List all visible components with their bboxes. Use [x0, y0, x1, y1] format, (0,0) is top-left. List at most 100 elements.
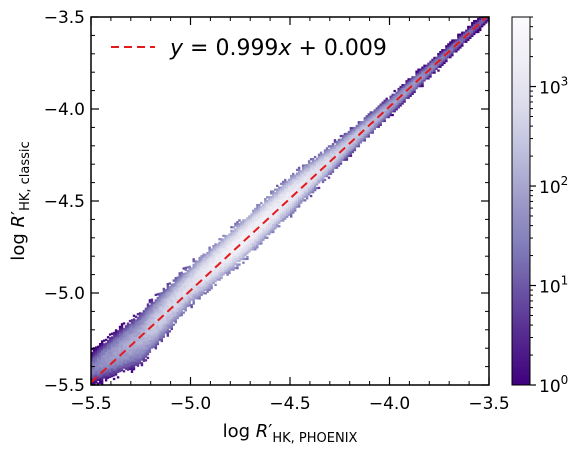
- density-cell: [96, 382, 100, 385]
- density-cell: [278, 219, 281, 222]
- density-cell: [375, 125, 378, 128]
- density-cell: [264, 223, 267, 227]
- density-cell: [409, 94, 412, 97]
- density-cell: [108, 375, 112, 379]
- density-cell: [465, 38, 468, 41]
- density-cell: [260, 231, 263, 234]
- density-cell: [417, 75, 420, 79]
- density-cell: [317, 155, 321, 158]
- density-cell: [198, 288, 201, 291]
- density-cell: [319, 157, 323, 160]
- density-cell: [124, 352, 128, 356]
- density-cell: [435, 58, 438, 61]
- density-cell: [234, 257, 237, 260]
- density-cell: [399, 100, 402, 103]
- density-cell: [240, 234, 243, 237]
- density-cell: [244, 248, 247, 251]
- density-cell: [479, 25, 482, 28]
- density-cell: [148, 350, 152, 353]
- density-cell: [256, 226, 259, 229]
- density-cell: [415, 85, 418, 88]
- density-cell: [244, 246, 247, 250]
- density-cell: [112, 357, 116, 360]
- density-cell: [335, 142, 339, 145]
- density-cell: [409, 92, 412, 96]
- density-cell: [311, 191, 315, 194]
- density-cell: [112, 333, 116, 336]
- density-cell: [168, 330, 171, 333]
- density-cell: [228, 268, 231, 271]
- density-cell: [236, 255, 239, 259]
- density-cell: [136, 364, 140, 367]
- density-cell: [319, 160, 323, 164]
- density-cell: [152, 331, 156, 334]
- density-cell: [236, 250, 239, 253]
- density-cell: [120, 350, 124, 353]
- density-cell: [333, 166, 337, 170]
- density-cell: [118, 369, 122, 373]
- density-cell: [248, 224, 251, 227]
- density-cell: [264, 229, 267, 232]
- density-cell: [230, 229, 233, 233]
- density-cell: [184, 305, 187, 308]
- density-cell: [96, 360, 100, 363]
- density-cell: [427, 77, 430, 80]
- density-cell: [168, 317, 171, 320]
- density-cell: [445, 47, 448, 50]
- density-cell: [262, 203, 265, 206]
- density-cell: [347, 132, 351, 135]
- density-cell: [248, 215, 251, 218]
- density-cell: [134, 324, 138, 328]
- density-cell: [142, 311, 146, 315]
- density-cell: [295, 177, 299, 181]
- density-cell: [349, 128, 353, 132]
- density-cell: [457, 44, 460, 47]
- density-cell: [124, 330, 128, 333]
- density-cell: [443, 52, 446, 55]
- density-cell: [106, 343, 110, 346]
- density-cell: [146, 314, 150, 317]
- density-cell: [357, 130, 361, 133]
- density-cell: [437, 56, 440, 59]
- density-cell: [319, 153, 323, 156]
- density-cell: [423, 64, 426, 67]
- density-cell: [481, 14, 483, 16]
- density-cell: [276, 223, 279, 226]
- density-cell: [206, 277, 209, 280]
- density-cell: [180, 295, 183, 298]
- density-cell: [126, 366, 130, 369]
- density-cell: [339, 147, 343, 151]
- density-cell: [242, 246, 245, 250]
- density-cell: [196, 267, 199, 270]
- density-cell: [461, 42, 464, 45]
- density-cell: [198, 258, 201, 261]
- density-cell: [192, 260, 195, 263]
- density-cell: [347, 149, 351, 152]
- density-cell: [234, 231, 237, 235]
- density-cell: [381, 108, 384, 112]
- density-cell: [321, 177, 325, 180]
- density-cell: [256, 207, 259, 210]
- density-cell: [347, 151, 351, 154]
- density-cell: [264, 201, 267, 205]
- density-cell: [222, 251, 225, 254]
- density-cell: [437, 65, 440, 69]
- density-cell: [104, 353, 108, 356]
- density-cell: [248, 237, 251, 240]
- density-cell: [176, 298, 179, 301]
- density-cell: [106, 363, 110, 366]
- density-cell: [254, 248, 257, 251]
- density-cell: [236, 263, 239, 266]
- density-cell: [266, 236, 269, 239]
- density-cell: [429, 71, 432, 74]
- density-cell: [365, 117, 369, 120]
- density-cell: [234, 250, 237, 253]
- density-cell: [156, 335, 160, 338]
- density-cell: [198, 286, 201, 289]
- density-cell: [144, 333, 148, 336]
- density-cell: [260, 240, 263, 243]
- density-cell: [130, 352, 134, 355]
- density-cell: [236, 259, 239, 262]
- density-cell: [98, 342, 102, 346]
- density-cell: [138, 347, 142, 350]
